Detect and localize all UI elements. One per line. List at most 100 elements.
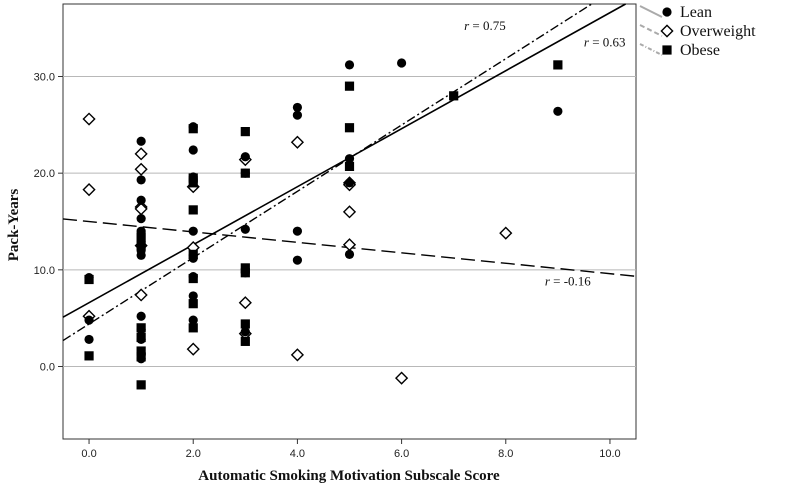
point-obese [188,299,198,309]
point-lean [84,315,94,325]
y-axis-ticks: 0.0 10.0 20.0 30.0 [34,72,63,374]
point-obese [136,380,146,390]
legend-label-lean: Lean [680,4,712,21]
point-obese [84,274,94,285]
r-annotation-overweight: r = -0.16 [545,273,591,288]
point-obese [449,91,459,101]
point-lean [188,226,198,236]
x-tick-label: 2.0 [186,448,201,460]
point-lean [240,327,250,337]
legend-marker-lean [662,7,672,17]
point-overweight [342,205,357,219]
x-tick-label: 6.0 [394,448,409,460]
point-lean [553,106,563,116]
legend-label-overweight: Overweight [680,23,756,40]
point-obese [188,273,198,284]
y-tick-label: 0.0 [40,362,55,374]
r-value: = 0.63 [589,35,626,50]
x-tick-label: 10.0 [599,448,620,460]
point-overweight [238,296,252,310]
point-lean [344,154,355,164]
point-lean [136,195,146,205]
point-obese [188,205,198,215]
y-axis-title: Pack-Years [6,189,22,262]
point-lean [292,110,303,120]
point-lean [188,291,198,301]
x-tick-label: 8.0 [498,448,513,460]
point-lean [292,255,303,265]
point-overweight [134,147,148,161]
point-obese [553,60,563,70]
point-obese [240,127,250,137]
point-overweight [395,371,409,385]
point-lean [136,175,146,185]
point-obese [240,319,250,329]
x-axis-title: Automatic Smoking Motivation Subscale Sc… [198,468,500,484]
point-lean [188,315,198,325]
r-symbol: r [464,18,470,33]
point-obese [84,351,94,361]
legend-marker-obese [662,45,672,55]
point-obese [188,178,198,188]
point-lean [240,224,250,234]
point-obese [188,173,198,183]
x-axis-ticks: 0.0 2.0 4.0 6.0 8.0 10.0 [81,439,621,460]
y-tick-label: 30.0 [34,72,55,84]
point-lean [292,102,303,113]
point-obese [136,352,146,362]
point-lean [84,334,94,345]
r-annotation-lean: r = 0.63 [584,35,626,50]
point-obese [136,332,146,343]
point-lean [136,136,146,146]
point-lean [292,226,303,236]
legend-label-obese: Obese [680,42,720,59]
r-annotations: r = 0.63r = -0.16r = 0.75 [464,18,625,288]
r-annotation-obese: r = 0.75 [464,18,506,33]
point-lean [136,214,146,224]
legend-marker-overweight [660,24,674,38]
point-obese [240,263,250,273]
r-symbol: r [545,273,551,288]
point-lean [344,60,355,70]
point-obese [344,161,355,171]
data-points [82,58,563,390]
gridlines [63,76,636,367]
x-tick-label: 4.0 [290,448,305,460]
point-obese [344,123,355,133]
point-obese [240,168,250,178]
point-overweight [134,162,148,176]
point-lean [344,178,355,188]
point-obese [188,249,198,259]
x-tick-label: 0.0 [81,448,96,460]
point-obese [136,346,146,356]
point-obese [188,124,198,134]
point-lean [136,311,146,321]
fit-line-lean [62,3,626,318]
point-lean [344,249,355,259]
point-obese [240,336,250,346]
legend: Lean Overweight Obese [639,4,756,59]
point-lean [188,145,198,155]
point-obese [188,323,198,333]
point-overweight [82,112,96,126]
point-overweight [82,183,96,197]
point-lean [396,58,407,68]
point-overweight [290,348,304,362]
point-obese [240,268,250,278]
point-obese [136,232,146,242]
legend-line-lean [639,5,663,18]
point-overweight [186,342,200,356]
y-tick-label: 20.0 [34,168,55,180]
r-value: = 0.75 [469,18,506,33]
point-obese [136,241,146,251]
point-obese [136,323,146,333]
fit-line-obese [62,3,593,342]
point-lean [240,152,250,162]
r-value: = -0.16 [550,273,591,288]
point-overweight [499,226,513,240]
point-lean [136,250,146,260]
legend-line-overweight [639,24,663,37]
legend-line-obese [639,43,663,56]
y-tick-label: 10.0 [34,265,55,277]
